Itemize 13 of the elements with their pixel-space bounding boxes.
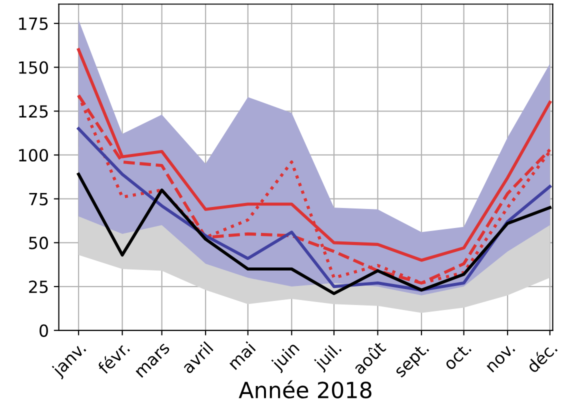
x-axis-title: Année 2018 (238, 380, 372, 398)
y-tick-label: 125 (19, 105, 48, 118)
x-tick-label: oct. (443, 342, 472, 371)
x-tick-label: juil. (312, 341, 344, 373)
y-tick-label: 150 (19, 61, 48, 74)
y-tick-label: 25 (29, 280, 48, 294)
y-tick-label: 100 (19, 148, 48, 162)
y-tick-label: 75 (29, 193, 48, 206)
x-tick-label: déc. (525, 340, 558, 374)
y-tick-label: 50 (29, 236, 48, 250)
y-tick-label: 175 (19, 18, 48, 30)
x-tick-label: nov. (486, 344, 516, 373)
y-tick-label: 0 (40, 324, 48, 337)
